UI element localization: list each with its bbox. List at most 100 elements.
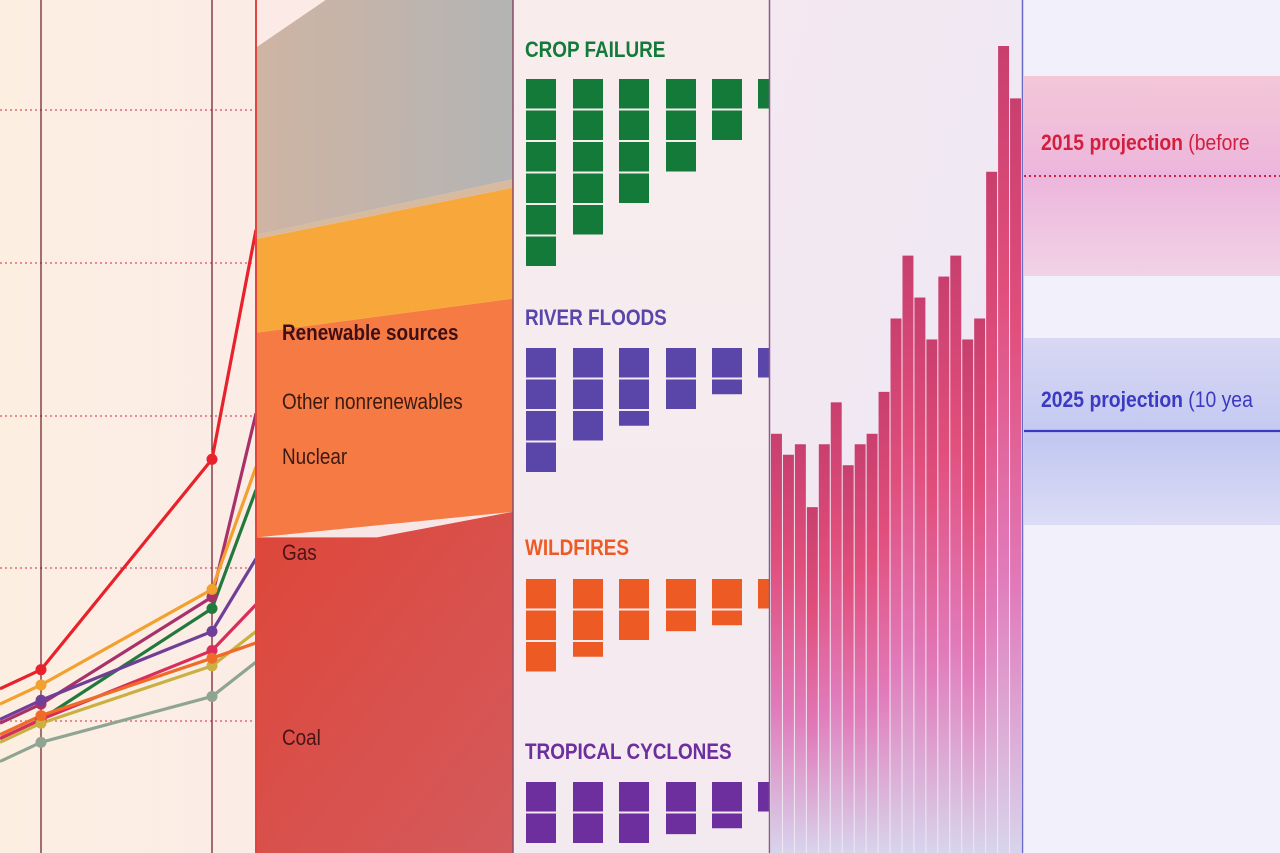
block-segment	[758, 79, 770, 109]
block-segment	[712, 79, 742, 109]
data-point	[206, 602, 218, 614]
block-segment	[526, 813, 556, 843]
area-band	[257, 179, 513, 239]
block-segment	[619, 173, 649, 203]
series-line	[0, 413, 258, 725]
panel-title: CROP FAILURE	[525, 38, 665, 63]
block-segment	[712, 782, 742, 812]
histogram-bar	[986, 171, 998, 853]
block-segment	[712, 579, 742, 609]
histogram-bar	[914, 297, 926, 853]
block-segment	[666, 579, 696, 609]
block-segment	[573, 782, 603, 812]
data-point	[206, 660, 218, 672]
climate-risk-blocks-chart: CROP FAILURE RIVER FLOODS WILDFIRES TROPICA…	[525, 38, 770, 843]
block-segment	[619, 579, 649, 609]
block-segment	[526, 442, 556, 472]
block-segment	[573, 579, 603, 609]
block-segment	[619, 110, 649, 140]
block-segment	[526, 642, 556, 672]
series-line	[0, 466, 258, 706]
projection-panel: 2015 projection (before 2025 projection (10…	[1024, 76, 1280, 525]
block-segment	[712, 379, 742, 395]
energy-area-chart: Coal Gas Nuclear Other nonrenewables Renewab…	[257, 0, 513, 853]
block-segment	[526, 610, 556, 640]
block-segment	[573, 79, 603, 109]
block-segment	[666, 813, 696, 835]
series-label: Coal	[282, 726, 321, 751]
block-segment	[573, 411, 603, 441]
block-segment	[573, 110, 603, 140]
block-segment	[526, 79, 556, 109]
block-segment	[619, 348, 649, 378]
block-segment	[526, 348, 556, 378]
block-segment	[526, 411, 556, 441]
block-segment	[526, 579, 556, 609]
block-segment	[666, 79, 696, 109]
projection-label-bold: 2025 projection	[1041, 388, 1183, 412]
block-segment	[666, 610, 696, 632]
block-segment	[573, 348, 603, 378]
block-segment	[666, 782, 696, 812]
panel-title: RIVER FLOODS	[525, 306, 667, 331]
block-segment	[573, 173, 603, 203]
block-segment	[573, 813, 603, 843]
panel-title: WILDFIRES	[525, 536, 629, 561]
series-line	[0, 630, 257, 744]
block-segment	[573, 205, 603, 235]
series-line	[0, 229, 258, 691]
series-line	[0, 660, 257, 763]
projection-label-bold: 2015 projection	[1041, 131, 1183, 155]
block-segment	[526, 142, 556, 172]
block-segment	[619, 79, 649, 109]
histogram-bar	[878, 391, 890, 853]
histogram-bar	[806, 507, 818, 853]
block-segment	[666, 379, 696, 409]
series-line	[0, 603, 258, 740]
block-segment	[573, 610, 603, 640]
block-segment	[758, 782, 770, 812]
series-line	[0, 641, 257, 737]
histogram-bar	[974, 318, 986, 853]
block-segment	[619, 813, 649, 843]
histogram-bar	[938, 276, 950, 853]
line-chart	[0, 0, 258, 853]
block-segment	[619, 379, 649, 409]
projection-label: 2015 projection (before	[1041, 131, 1250, 155]
histogram-bar	[890, 318, 902, 853]
data-point	[206, 625, 218, 637]
block-segment	[712, 610, 742, 626]
histogram-chart	[771, 46, 1021, 853]
data-point	[35, 717, 47, 729]
data-point	[206, 583, 218, 595]
data-point	[35, 679, 47, 691]
block-segment	[619, 782, 649, 812]
projection-label-note: (10 yea	[1188, 388, 1253, 412]
block-segment	[619, 142, 649, 172]
data-point	[206, 652, 218, 664]
block-segment	[619, 411, 649, 426]
histogram-bar	[1010, 98, 1021, 853]
histogram-bar	[950, 255, 962, 853]
block-segment	[666, 348, 696, 378]
block-segment	[573, 642, 603, 657]
histogram-bar	[818, 444, 830, 853]
data-point	[35, 694, 47, 706]
histogram-bar	[866, 433, 878, 853]
block-segment	[526, 205, 556, 235]
block-segment	[712, 110, 742, 140]
histogram-bar	[830, 402, 842, 853]
series-label: Other nonrenewables	[282, 390, 463, 415]
data-point	[35, 736, 47, 748]
data-point	[206, 645, 218, 657]
histogram-bar	[782, 454, 794, 853]
series-label: Nuclear	[282, 445, 347, 470]
block-segment	[666, 142, 696, 172]
histogram-bar	[771, 433, 782, 853]
block-segment	[526, 782, 556, 812]
area-band	[257, 187, 513, 333]
histogram-bar	[998, 46, 1010, 853]
block-segment	[758, 579, 770, 609]
projection-label-note: (before	[1188, 131, 1249, 155]
